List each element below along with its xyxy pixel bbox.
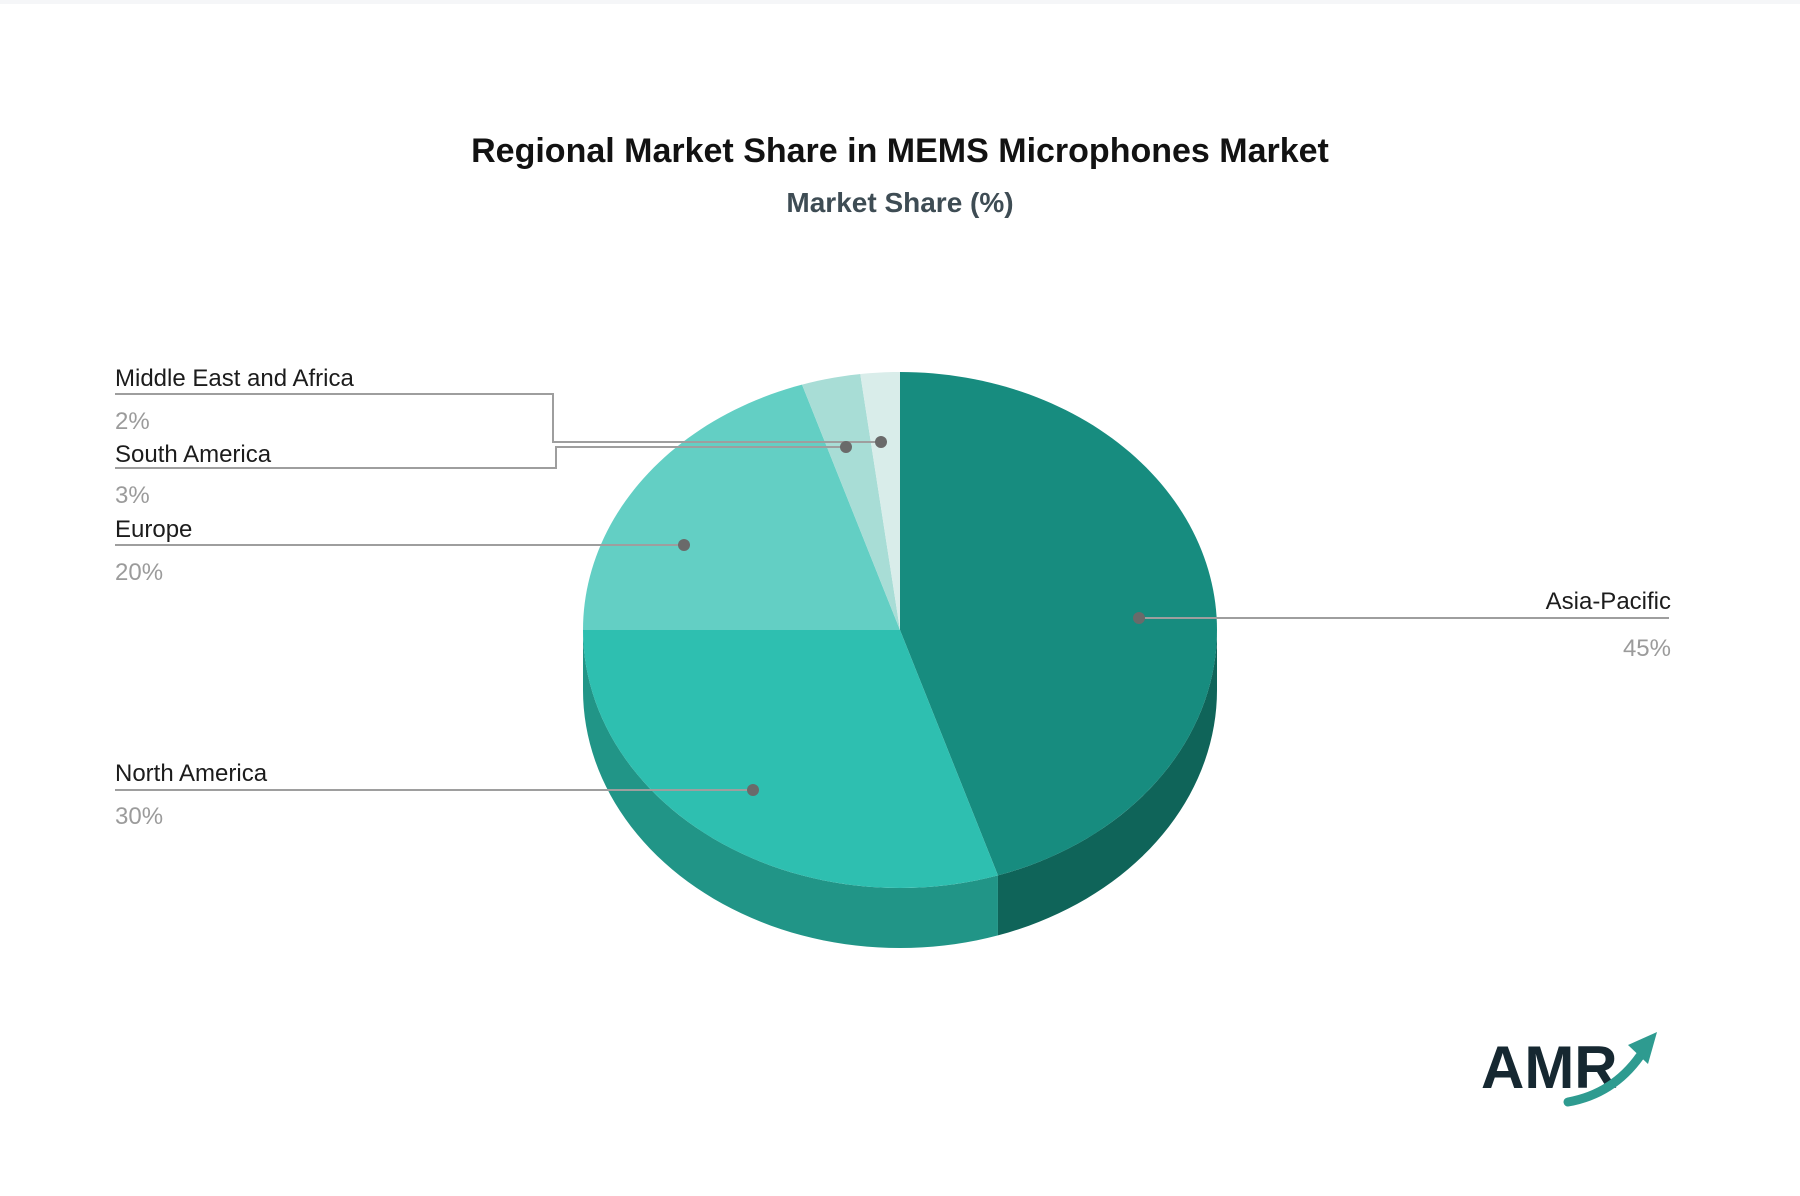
chart-subtitle: Market Share (%) <box>786 187 1013 218</box>
pct-north-america: 30% <box>115 803 163 830</box>
label-asia-pacific: Asia-Pacific <box>1546 588 1671 615</box>
amr-logo-arrowhead-icon <box>1628 1032 1657 1064</box>
leader-dot-middle-east-and-africa <box>875 436 887 448</box>
leader-dot-south-america <box>840 441 852 453</box>
label-europe: Europe <box>115 516 192 543</box>
amr-logo: AMR <box>1481 1032 1657 1107</box>
label-south-america: South America <box>115 441 272 468</box>
leader-line-south-america <box>115 446 846 469</box>
pie-side-north-america <box>583 630 998 948</box>
pct-south-america: 3% <box>115 482 150 509</box>
pct-europe: 20% <box>115 559 163 586</box>
pie-slice-asia-pacific[interactable] <box>900 372 1217 876</box>
pie-3d-sides <box>583 630 1217 948</box>
leader-dot-asia-pacific <box>1133 612 1145 624</box>
pie-slice-europe[interactable] <box>583 384 900 630</box>
pct-asia-pacific: 45% <box>1623 635 1671 662</box>
chart-title: Regional Market Share in MEMS Microphone… <box>471 132 1329 170</box>
pie-slice-middle-east-and-africa[interactable] <box>860 372 900 630</box>
page-top-strip <box>0 0 1800 4</box>
pie-slice-south-america[interactable] <box>802 374 900 630</box>
pie-side-asia-pacific <box>997 630 1217 936</box>
pct-middle-east-and-africa: 2% <box>115 408 150 435</box>
label-north-america: North America <box>115 760 268 787</box>
leader-dot-north-america <box>747 784 759 796</box>
leader-dot-europe <box>678 539 690 551</box>
amr-logo-arrow-icon <box>1563 1051 1645 1107</box>
pie-slices <box>583 372 1217 888</box>
pie-slice-north-america[interactable] <box>583 630 998 888</box>
label-middle-east-and-africa: Middle East and Africa <box>115 365 354 392</box>
leader-line-middle-east-and-africa <box>115 393 881 443</box>
